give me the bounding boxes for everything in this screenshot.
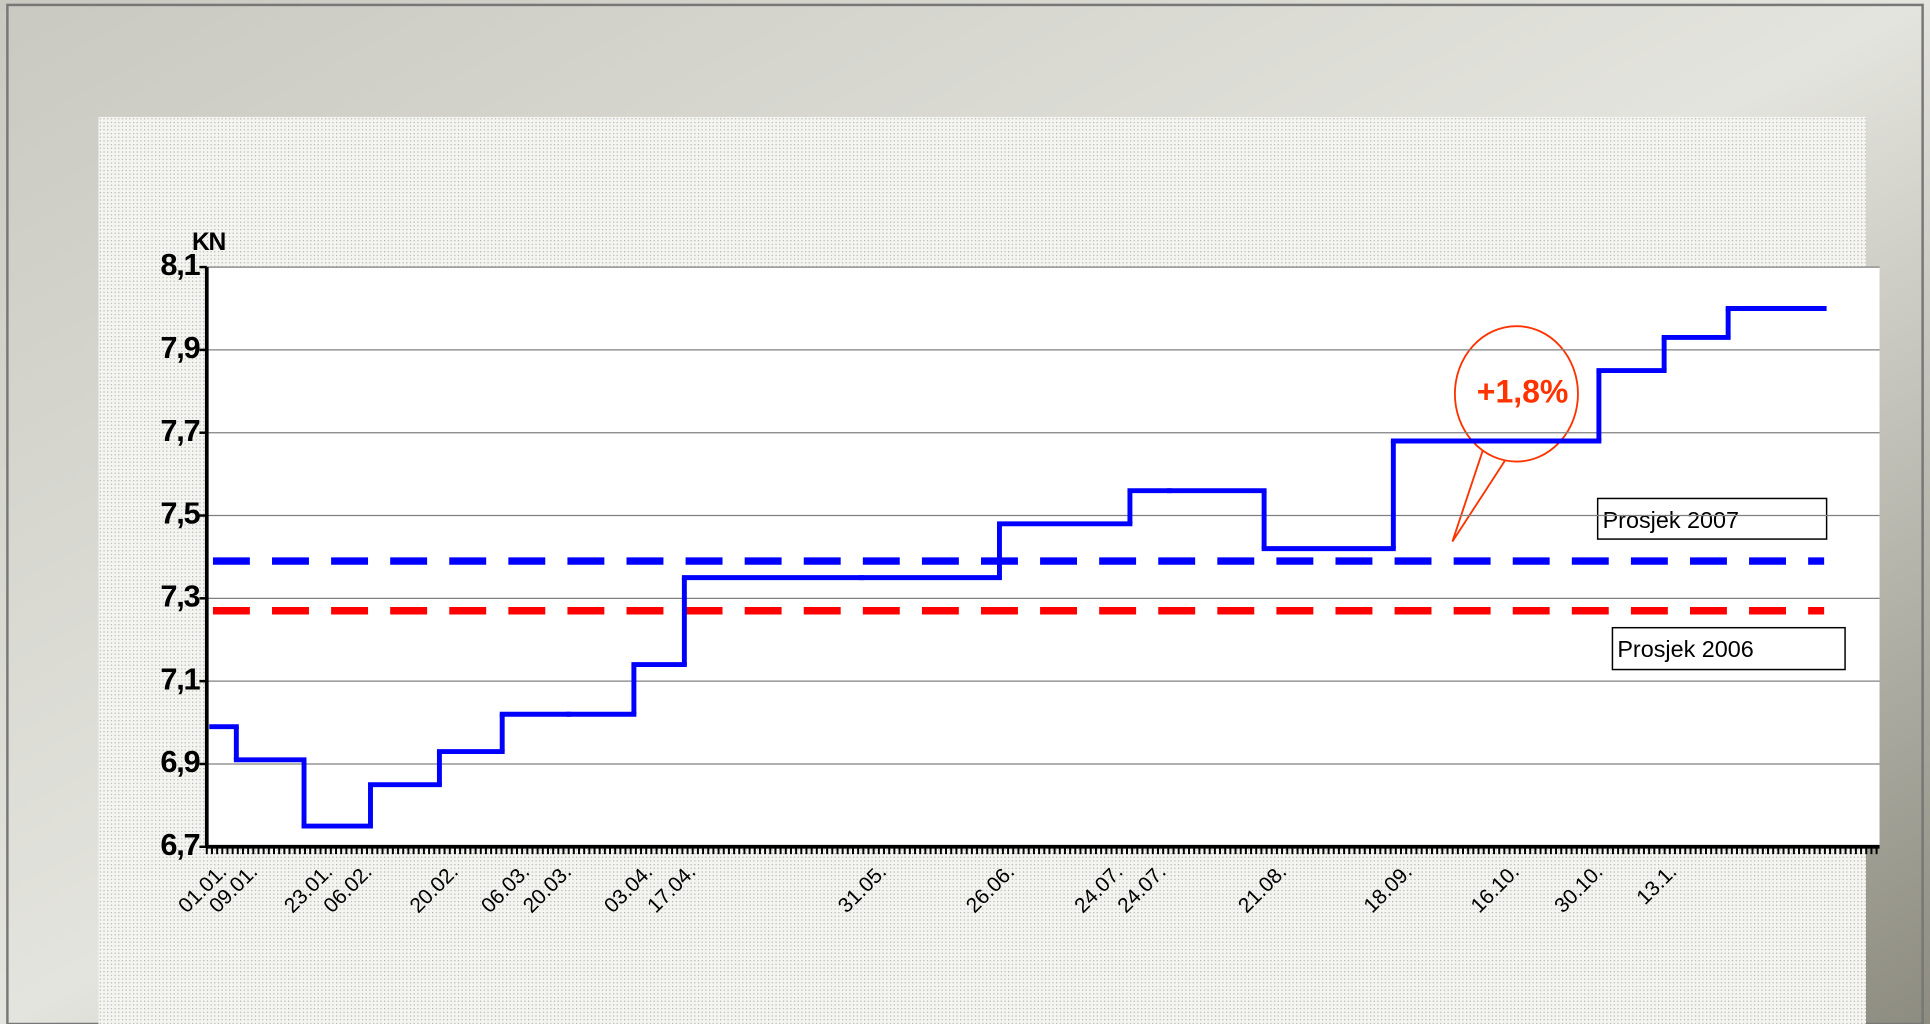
y-tick-label: 7,3 bbox=[160, 578, 199, 613]
y-tick-label: 6,9 bbox=[160, 744, 199, 779]
legend-box bbox=[1611, 626, 1846, 671]
y-axis-label: KN bbox=[192, 229, 226, 256]
callout-bubble bbox=[1453, 325, 1579, 463]
y-tick-label: 7,7 bbox=[160, 413, 199, 448]
y-tick-label: 8,1 bbox=[160, 247, 200, 282]
legend-box bbox=[1596, 497, 1828, 540]
callout-tail bbox=[1451, 437, 1515, 543]
legend-label: Prosjek 2006 bbox=[1617, 636, 1753, 662]
y-tick-label: 7,5 bbox=[160, 496, 200, 531]
y-tick-label: 7,9 bbox=[160, 330, 199, 365]
frame bbox=[6, 3, 1924, 1024]
y-tick-label: 6,7 bbox=[160, 827, 199, 862]
y-tick-label: 7,1 bbox=[160, 661, 200, 696]
annotation-callout bbox=[1451, 325, 1579, 543]
annotation: +1,8% bbox=[1477, 373, 1569, 409]
plot-area bbox=[206, 267, 1880, 847]
legend-label: Prosjek 2007 bbox=[1603, 507, 1739, 533]
